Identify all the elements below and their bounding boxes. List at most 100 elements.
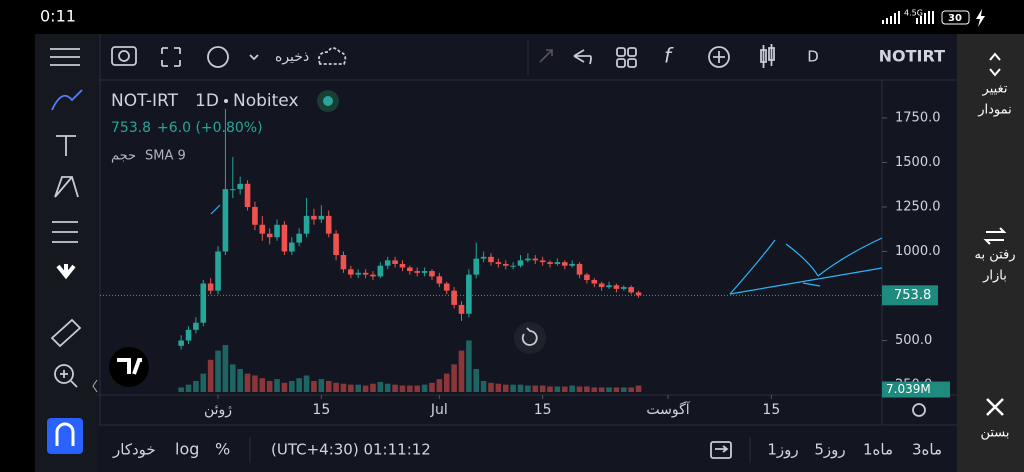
price-tag-label: 753.8 — [894, 288, 931, 303]
separator — [224, 99, 228, 103]
volume-bar — [340, 383, 347, 392]
volume-bar — [569, 385, 575, 392]
tool-arrow[interactable] — [56, 264, 76, 280]
layout-button[interactable] — [616, 47, 637, 68]
legend-symbol: NOT-IRT — [111, 91, 179, 111]
percent-button[interactable]: % — [215, 440, 230, 459]
candle-body — [539, 260, 546, 263]
market-label[interactable]: رفتن به — [974, 248, 1015, 263]
symbol-button[interactable]: NOTIRT — [879, 47, 945, 66]
volume-bar — [495, 383, 502, 392]
volume-bar — [443, 373, 450, 392]
candle-body — [591, 279, 598, 284]
volume-bar — [355, 384, 362, 392]
candle-body — [561, 262, 568, 266]
change-chart-label[interactable]: تغییر — [982, 82, 1008, 97]
volume-bar — [370, 383, 376, 392]
candle-body — [318, 215, 325, 220]
legend-price: 753.8 — [111, 120, 151, 136]
volume-bar — [510, 384, 516, 392]
candle-body — [569, 263, 575, 266]
close-label[interactable]: بستن — [980, 426, 1009, 441]
market-label[interactable]: بازار — [982, 269, 1007, 284]
legend-interval: 1D — [195, 91, 219, 111]
candle-body — [333, 233, 339, 256]
save-label[interactable]: ذخیره — [275, 49, 309, 65]
change-chart-icon[interactable] — [989, 52, 1001, 77]
range-button[interactable]: 1ماه — [863, 441, 893, 459]
volume-bar — [517, 384, 524, 392]
volume-bar — [311, 380, 317, 392]
range-button[interactable]: 1روز — [767, 441, 798, 459]
chart-type-button[interactable] — [760, 44, 775, 68]
fullscreen-button[interactable] — [161, 47, 181, 67]
indicators-button[interactable]: f — [664, 44, 674, 68]
volume-bar — [407, 385, 413, 392]
legend-exchange: Nobitex — [233, 91, 299, 111]
y-tick-label: 1500.0 — [895, 155, 941, 170]
candle-body — [362, 272, 369, 275]
settings-button[interactable] — [207, 46, 229, 68]
x-tick-label: 15 — [312, 402, 330, 418]
candle-body — [185, 329, 192, 341]
reset-button[interactable] — [514, 322, 546, 354]
range-button[interactable]: 3ماه — [912, 441, 942, 459]
candle-body — [281, 224, 288, 252]
volume-bar — [384, 383, 391, 392]
volume-bar — [237, 369, 243, 392]
volume-bar — [259, 378, 266, 392]
snapshot-button[interactable] — [111, 46, 137, 66]
volume-bar — [377, 381, 384, 392]
tool-fib[interactable] — [52, 221, 78, 243]
x-tick-label: Jul — [430, 402, 448, 418]
volume-bar — [348, 384, 354, 392]
candle-body — [355, 272, 362, 275]
x-tick-label: آگوست — [646, 401, 690, 418]
tool-text[interactable] — [56, 135, 76, 156]
collapse-handle[interactable] — [92, 379, 98, 393]
candle-body — [244, 183, 251, 207]
add-icon — [713, 51, 725, 63]
volume-bar — [207, 359, 214, 392]
log-button[interactable]: log — [175, 440, 199, 459]
candle-body — [207, 283, 214, 291]
candle-body — [178, 340, 184, 346]
volume-bar — [635, 385, 642, 392]
candle-body — [488, 256, 494, 263]
volume-bar — [554, 386, 561, 392]
price-tag — [882, 285, 938, 306]
volume-bar — [333, 382, 339, 392]
network-type: 4.5G — [904, 9, 923, 18]
volume-bar — [561, 386, 568, 392]
candle-body — [628, 287, 634, 293]
interval-button[interactable]: D — [807, 48, 819, 66]
signal — [882, 11, 934, 24]
volume-bar — [488, 382, 494, 392]
volume-bar — [613, 387, 620, 392]
tool-lines[interactable] — [50, 48, 80, 66]
volume-bar — [547, 386, 553, 392]
candle-body — [266, 233, 273, 238]
time-settings[interactable] — [912, 403, 926, 417]
tool-brush[interactable] — [51, 89, 83, 111]
redo-button[interactable] — [539, 49, 553, 63]
goto-date-button[interactable] — [710, 441, 732, 459]
range-button[interactable]: 5روز — [814, 441, 845, 459]
market-icon[interactable] — [983, 227, 1007, 245]
tool-ruler[interactable] — [50, 318, 82, 348]
y-tick-label: 1250.0 — [895, 199, 941, 214]
volume-bar — [178, 387, 184, 392]
auto-button[interactable]: خودکار — [112, 441, 156, 459]
undo-button[interactable] — [573, 49, 592, 65]
volume-bar — [296, 378, 302, 392]
candle-body — [532, 258, 539, 261]
close-icon[interactable] — [986, 398, 1004, 416]
volume-bar — [362, 385, 369, 392]
add-button[interactable] — [708, 46, 730, 68]
tool-zoom[interactable] — [54, 364, 78, 388]
volume-bar — [266, 380, 273, 392]
change-chart-label[interactable]: نمودار — [977, 103, 1012, 118]
tool-pattern[interactable] — [54, 176, 79, 198]
save-dropdown[interactable] — [249, 54, 259, 61]
